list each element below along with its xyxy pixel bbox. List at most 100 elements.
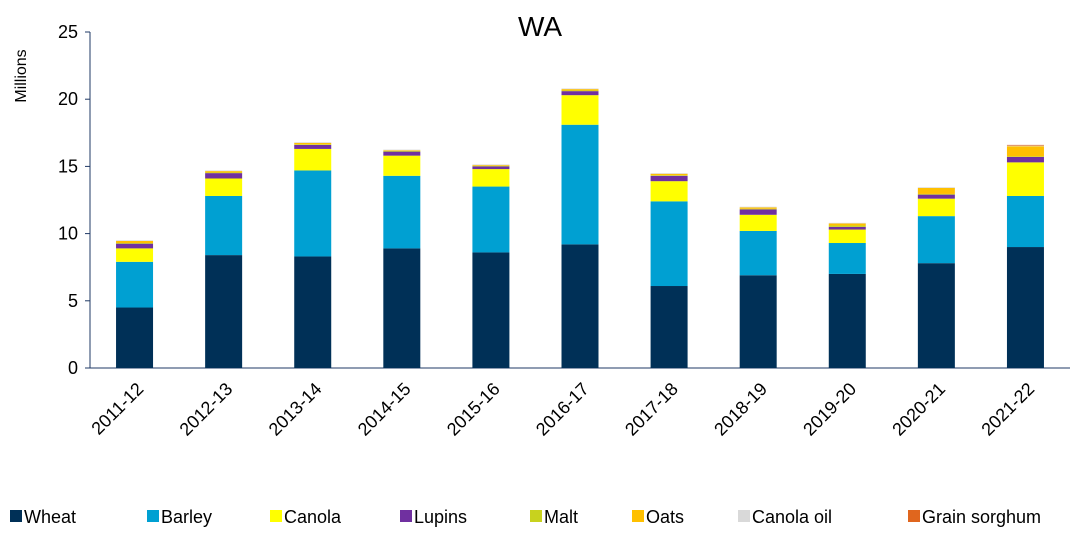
x-tick-label: 2011-12: [87, 379, 147, 439]
bar-segment: [561, 90, 599, 92]
bar-segment: [294, 142, 332, 145]
bar-segment: [828, 225, 866, 227]
y-tick-label: 0: [68, 358, 78, 378]
legend-swatch: [530, 510, 542, 522]
bar-segment: [561, 244, 599, 368]
bar-segment: [205, 173, 243, 179]
bar-segment: [828, 243, 866, 274]
bar-segment: [739, 207, 777, 209]
bar-segment: [561, 95, 599, 125]
bar-segment: [650, 175, 688, 176]
legend-label: Lupins: [414, 507, 467, 527]
bar-segment: [917, 187, 955, 188]
bar-segment: [917, 216, 955, 264]
bar-segment: [739, 275, 777, 368]
bar-segment: [561, 89, 599, 91]
bar-segment: [294, 170, 332, 257]
bar-segment: [205, 255, 243, 368]
bar-segment: [383, 155, 421, 176]
bar-segment: [561, 88, 599, 90]
bar-segment: [116, 240, 154, 241]
legend-label: Wheat: [24, 507, 76, 527]
legend-swatch: [908, 510, 920, 522]
legend-swatch: [738, 510, 750, 522]
bar-segment: [828, 222, 866, 224]
legend-swatch: [400, 510, 412, 522]
bar-segment: [1006, 195, 1044, 248]
bar-segment: [739, 209, 777, 215]
legend-label: Malt: [544, 507, 578, 527]
legend-swatch: [270, 510, 282, 522]
bar-segment: [116, 307, 154, 368]
bar-segment: [472, 166, 510, 170]
bar-segment: [650, 201, 688, 287]
bar-segment: [205, 171, 243, 173]
x-tick-label: 2018-19: [710, 379, 771, 440]
y-tick-label: 15: [58, 156, 78, 176]
legend-label: Oats: [646, 507, 684, 527]
x-tick-label: 2016-17: [532, 379, 593, 440]
legend-label: Canola oil: [752, 507, 832, 527]
bar-segment: [561, 91, 599, 96]
x-tick-label: 2015-16: [443, 379, 504, 440]
bar-segment: [294, 256, 332, 368]
bar-segment: [472, 164, 510, 166]
bar-segment: [116, 248, 154, 262]
x-tick-label: 2019-20: [799, 379, 860, 440]
bar-segment: [739, 208, 777, 210]
bar-segment: [739, 230, 777, 276]
bar-segment: [917, 194, 955, 199]
bar-segment: [1006, 162, 1044, 196]
bar-segment: [294, 148, 332, 171]
bar-segment: [383, 150, 421, 152]
bar-segment: [294, 144, 332, 149]
bar-segment: [917, 198, 955, 217]
x-tick-label: 2014-15: [354, 379, 415, 440]
bar-segment: [650, 173, 688, 176]
bar-segment: [1006, 156, 1044, 157]
bar-segment: [116, 243, 154, 249]
bar-segment: [472, 252, 510, 368]
legend-swatch: [632, 510, 644, 522]
bar-segment: [1006, 144, 1044, 146]
legend-swatch: [10, 510, 22, 522]
bar-segment: [205, 178, 243, 196]
x-tick-label: 2013-14: [265, 379, 326, 440]
legend-label: Barley: [161, 507, 212, 527]
legend-swatch: [147, 510, 159, 522]
x-tick-label: 2020-21: [888, 379, 949, 440]
y-tick-label: 25: [58, 22, 78, 42]
bar-segment: [828, 229, 866, 244]
bar-segment: [472, 186, 510, 253]
bar-segment: [116, 240, 154, 244]
bar-segment: [472, 169, 510, 187]
bar-segment: [739, 214, 777, 231]
bar-segment: [205, 195, 243, 256]
bar-segment: [472, 165, 510, 166]
y-tick-label: 5: [68, 291, 78, 311]
bar-segment: [650, 181, 688, 202]
legend-label: Grain sorghum: [922, 507, 1041, 527]
bar-segment: [650, 173, 688, 174]
bar-segment: [383, 149, 421, 151]
bar-segment: [1006, 247, 1044, 368]
bar-segment: [294, 144, 332, 145]
bar-segment: [205, 172, 243, 174]
bar-segment: [472, 165, 510, 167]
bar-segment: [383, 248, 421, 368]
bar-segment: [917, 263, 955, 368]
bar-segment: [650, 175, 688, 182]
bar-segment: [383, 150, 421, 151]
bar-segment: [383, 151, 421, 156]
bar-segment: [561, 124, 599, 245]
bar-segment: [828, 226, 866, 230]
y-axis-label: Millions: [13, 49, 30, 102]
bar-segment: [1006, 156, 1044, 163]
bar-segment: [383, 175, 421, 249]
bar-segment: [828, 223, 866, 226]
bar-segment: [917, 193, 955, 195]
chart-title: WA: [518, 11, 562, 42]
bar-segment: [1006, 145, 1044, 147]
bar-segment: [1006, 146, 1044, 157]
